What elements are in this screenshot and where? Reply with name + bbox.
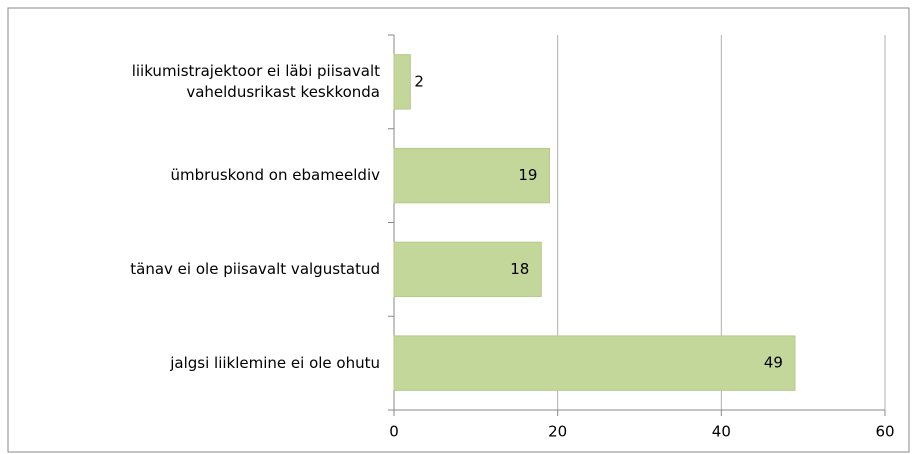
category-label: liikumistrajektoor ei läbi piisavalt vah…: [131, 61, 380, 101]
x-tick-label: 40: [712, 423, 731, 441]
data-label: 2: [414, 72, 424, 90]
data-label: 18: [510, 260, 529, 278]
chart-border: [7, 7, 910, 453]
x-tick-label: 20: [548, 423, 567, 441]
bar: [393, 147, 550, 204]
bar: [393, 241, 542, 298]
x-tick-label: 0: [389, 423, 399, 441]
category-label: ümbruskond on ebameeldiv: [170, 166, 380, 185]
bar: [393, 54, 411, 110]
data-label: 19: [518, 166, 537, 184]
category-label: jalgsi liiklemine ei ole ohutu: [170, 353, 380, 372]
bar: [393, 335, 796, 391]
data-label: 49: [764, 354, 783, 372]
x-tick-label: 60: [875, 423, 894, 441]
category-label: tänav ei ole piisavalt valgustatud: [130, 259, 380, 278]
